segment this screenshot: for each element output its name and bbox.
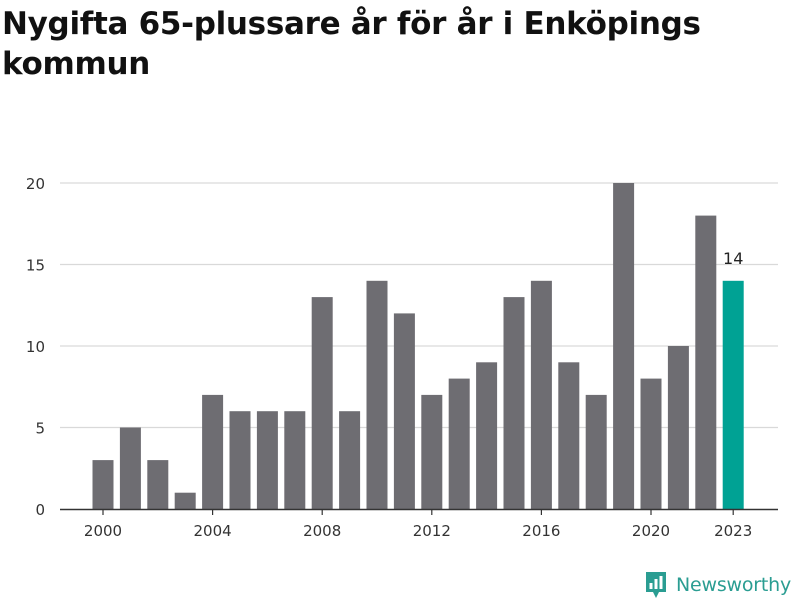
bar (311, 297, 333, 509)
bar (339, 411, 361, 509)
bar (667, 346, 689, 509)
data-labels: 14 (723, 249, 743, 268)
data-label: 14 (723, 249, 743, 268)
chart-title: Nygifta 65-plussare år för år i Enköping… (2, 6, 701, 82)
y-axis-ticks: 0 5 10 15 20 (26, 175, 45, 519)
bar (613, 183, 635, 509)
newsworthy-logo: Newsworthy (644, 570, 791, 600)
y-tick-label: 20 (26, 175, 45, 193)
bar (476, 362, 498, 509)
bar (366, 280, 388, 509)
bar (421, 394, 443, 509)
y-tick-label: 15 (26, 257, 45, 275)
x-tick-label: 2004 (194, 522, 232, 540)
bar-chart: 0 5 10 15 20 14 2000 2004 2008 2012 2016 2020 2023 (26, 175, 778, 540)
x-tick-label: 2020 (632, 522, 670, 540)
bar (393, 313, 415, 509)
bar (202, 394, 224, 509)
bar (229, 411, 251, 509)
y-tick-label: 10 (26, 338, 45, 356)
bar (448, 378, 470, 509)
bar (256, 411, 278, 509)
bar (558, 362, 580, 509)
x-tick-label: 2000 (84, 522, 122, 540)
x-tick-label: 2008 (303, 522, 341, 540)
newsworthy-chart-icon (646, 572, 666, 598)
y-tick-label: 5 (35, 420, 45, 438)
y-tick-label: 0 (35, 501, 45, 519)
bar (695, 215, 717, 509)
x-tick-label: 2012 (413, 522, 451, 540)
bar (640, 378, 662, 509)
bar (119, 427, 141, 509)
x-axis-ticks: 2000 2004 2008 2012 2016 2020 2023 (84, 509, 752, 540)
x-tick-label: 2016 (522, 522, 560, 540)
bar-highlighted (722, 280, 744, 509)
bar (174, 492, 196, 509)
x-tick-label: 2023 (714, 522, 752, 540)
bar (585, 394, 607, 509)
bar (503, 297, 525, 509)
bar (92, 460, 114, 509)
bar (147, 460, 169, 509)
bar (530, 280, 552, 509)
bars (92, 183, 744, 509)
newsworthy-wordmark: Newsworthy (676, 574, 792, 596)
bar (284, 411, 306, 509)
